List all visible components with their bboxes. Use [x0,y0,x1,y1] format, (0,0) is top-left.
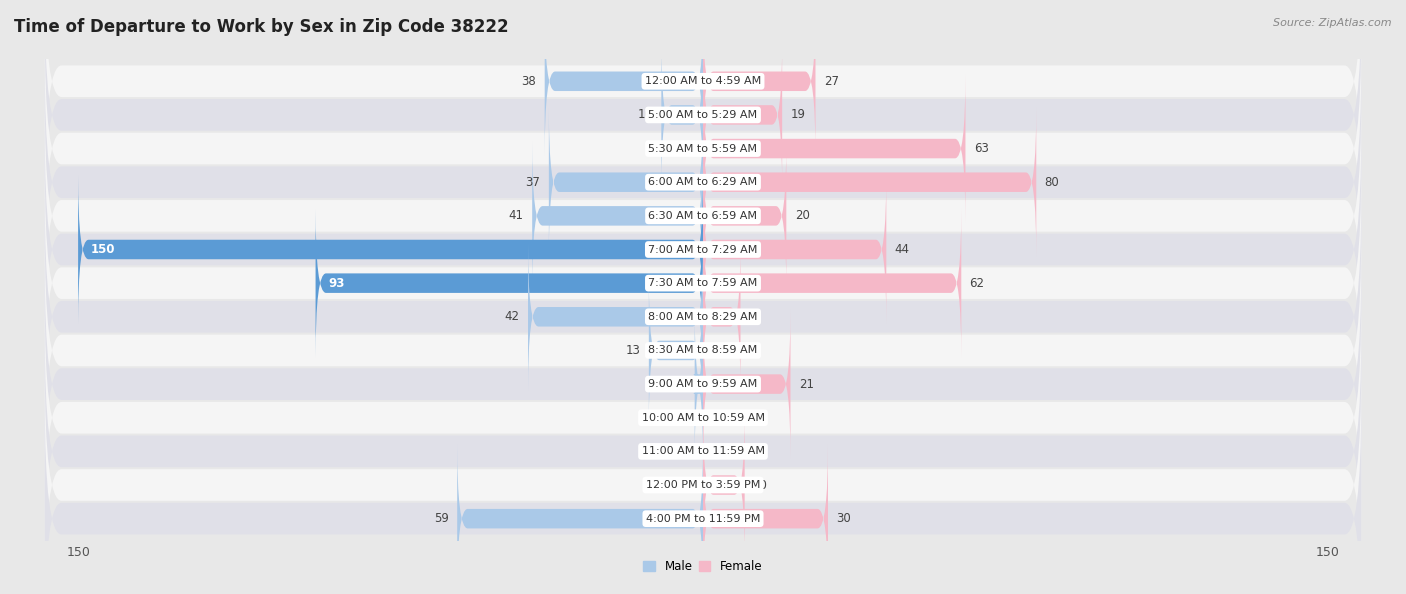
Text: 59: 59 [434,512,449,525]
Text: 11:00 AM to 11:59 AM: 11:00 AM to 11:59 AM [641,446,765,456]
FancyBboxPatch shape [45,366,1361,594]
Text: 37: 37 [526,176,540,189]
FancyBboxPatch shape [703,208,962,358]
Text: 19: 19 [790,109,806,121]
FancyBboxPatch shape [661,40,703,189]
FancyBboxPatch shape [45,165,1361,402]
FancyBboxPatch shape [529,242,703,391]
Text: 0: 0 [711,445,718,458]
FancyBboxPatch shape [548,108,703,257]
Text: 6:30 AM to 6:59 AM: 6:30 AM to 6:59 AM [648,211,758,221]
Text: 7:00 AM to 7:29 AM: 7:00 AM to 7:29 AM [648,245,758,254]
Text: 80: 80 [1045,176,1059,189]
Text: 42: 42 [505,310,520,323]
Text: 44: 44 [894,243,910,256]
FancyBboxPatch shape [45,299,1361,536]
FancyBboxPatch shape [533,141,703,290]
FancyBboxPatch shape [693,309,704,459]
Text: 9:00 AM to 9:59 AM: 9:00 AM to 9:59 AM [648,379,758,389]
Text: 9: 9 [749,310,756,323]
Text: 5:00 AM to 5:29 AM: 5:00 AM to 5:29 AM [648,110,758,120]
FancyBboxPatch shape [703,40,782,189]
FancyBboxPatch shape [45,232,1361,469]
Text: 12:00 AM to 4:59 AM: 12:00 AM to 4:59 AM [645,76,761,86]
FancyBboxPatch shape [703,410,745,560]
FancyBboxPatch shape [45,400,1361,594]
FancyBboxPatch shape [703,108,1036,257]
Text: 93: 93 [328,277,344,290]
FancyBboxPatch shape [703,242,741,391]
Text: Time of Departure to Work by Sex in Zip Code 38222: Time of Departure to Work by Sex in Zip … [14,18,509,36]
Text: 30: 30 [837,512,851,525]
FancyBboxPatch shape [544,7,703,156]
Text: 21: 21 [799,378,814,391]
Text: 150: 150 [90,243,115,256]
Text: 0: 0 [688,445,695,458]
Text: 4:00 PM to 11:59 PM: 4:00 PM to 11:59 PM [645,514,761,524]
FancyBboxPatch shape [45,266,1361,503]
Text: 5:30 AM to 5:59 AM: 5:30 AM to 5:59 AM [648,144,758,154]
Text: 27: 27 [824,75,839,88]
Text: 62: 62 [970,277,984,290]
FancyBboxPatch shape [703,309,790,459]
FancyBboxPatch shape [45,333,1361,570]
Text: 38: 38 [522,75,536,88]
FancyBboxPatch shape [648,276,703,425]
FancyBboxPatch shape [45,198,1361,435]
Text: Source: ZipAtlas.com: Source: ZipAtlas.com [1274,18,1392,28]
FancyBboxPatch shape [457,444,703,593]
FancyBboxPatch shape [79,175,703,324]
Text: 10: 10 [638,109,652,121]
FancyBboxPatch shape [45,0,1361,233]
Text: 13: 13 [626,344,641,357]
FancyBboxPatch shape [703,7,815,156]
FancyBboxPatch shape [703,444,828,593]
FancyBboxPatch shape [703,141,786,290]
Text: 0: 0 [688,479,695,491]
FancyBboxPatch shape [315,208,703,358]
Text: 0: 0 [688,411,695,424]
FancyBboxPatch shape [703,175,886,324]
Text: 12:00 PM to 3:59 PM: 12:00 PM to 3:59 PM [645,480,761,490]
FancyBboxPatch shape [45,131,1361,368]
FancyBboxPatch shape [45,64,1361,301]
FancyBboxPatch shape [45,97,1361,334]
Text: 63: 63 [974,142,988,155]
Text: 10: 10 [754,479,768,491]
Text: 8:30 AM to 8:59 AM: 8:30 AM to 8:59 AM [648,346,758,355]
Legend: Male, Female: Male, Female [638,555,768,578]
FancyBboxPatch shape [45,0,1361,200]
Text: 7:30 AM to 7:59 AM: 7:30 AM to 7:59 AM [648,278,758,288]
Text: 0: 0 [688,142,695,155]
Text: 8:00 AM to 8:29 AM: 8:00 AM to 8:29 AM [648,312,758,322]
Text: 41: 41 [509,209,524,222]
Text: 20: 20 [794,209,810,222]
Text: 0: 0 [711,411,718,424]
FancyBboxPatch shape [45,30,1361,267]
FancyBboxPatch shape [703,74,966,223]
Text: 10:00 AM to 10:59 AM: 10:00 AM to 10:59 AM [641,413,765,423]
Text: 6:00 AM to 6:29 AM: 6:00 AM to 6:29 AM [648,177,758,187]
Text: 0: 0 [711,344,718,357]
Text: 2: 2 [679,378,686,391]
